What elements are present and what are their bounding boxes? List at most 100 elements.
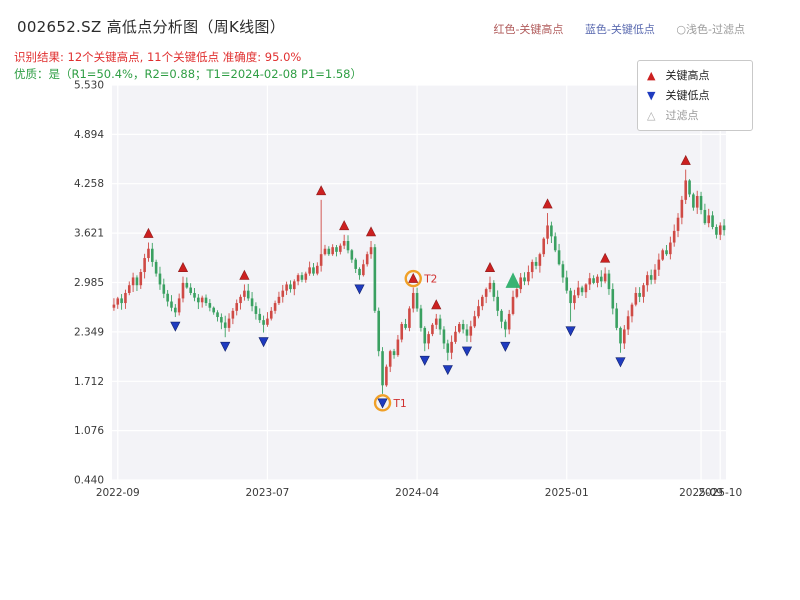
candle-body [588,278,592,285]
y-tick-label: 5.530 [74,80,104,92]
x-tick-label: 2025-09 [679,487,723,499]
candle-body [634,292,638,305]
y-tick-label: 2.349 [74,326,104,338]
key-high-marker [542,198,553,209]
candle-body [427,334,430,344]
y-tick-label: 1.712 [74,376,104,388]
candle-body [569,290,572,304]
candle-body [711,215,714,228]
candle-body [715,227,718,235]
candle-body [246,290,250,299]
candle-body [484,289,488,297]
candle-body [208,303,212,308]
candle-body [381,351,384,386]
candle-body [672,230,676,243]
quality-text: 优质：是（R1=50.4%，R2=0.88；T1=2024-02-08 P1=1… [14,67,362,81]
x-tick-label: 2023-07 [245,487,289,499]
candle-body [454,331,457,342]
candle-body [396,339,400,356]
candle-body [511,296,515,314]
candle-body [446,343,450,353]
candle-body [342,240,346,246]
candle-body [565,277,569,291]
key-high-marker [484,262,496,272]
y-tick-label: 4.258 [74,178,104,190]
candle-body [688,180,691,195]
key-high-marker [680,154,691,165]
candle-body [607,273,611,290]
candle-body [316,265,319,274]
key-low-marker [354,284,365,295]
annotation-circle [404,269,422,288]
candle-body [657,259,661,270]
candle-body [216,312,219,318]
candle-body [354,259,357,269]
candle-body [703,209,707,224]
candle-body [269,310,273,319]
key-low-marker [170,321,181,332]
candle-body [300,275,304,280]
candle-body [507,313,511,330]
candle-body [400,324,404,340]
candle-body [530,261,534,273]
candle-body [335,247,338,252]
candle-body [646,275,649,286]
key-high-marker [316,185,327,196]
result-text: 识别结果: 12个关键高点, 11个关键低点 准确度: 95.0% [14,50,302,64]
candle-body [139,272,143,286]
candle-body [331,247,334,255]
top-legend: 红色-关键高点 蓝色-关键低点 ○浅色-过滤点 [475,21,745,37]
candle-body [442,329,446,344]
candle-body [638,292,641,297]
candle-body [292,281,296,290]
candle-body [408,308,411,328]
candle-body [174,307,177,313]
candle-body [266,318,269,325]
candle-body [143,258,146,273]
candle-body [243,290,246,297]
candle-body [642,285,645,297]
candle-body [388,351,392,367]
candle-body [127,285,131,293]
legend-item-label: 关键低点 [665,88,710,102]
candle-body [611,289,615,309]
key-high-marker [339,220,350,231]
candle-body [523,277,526,282]
candle-body [392,351,396,356]
y-tick-label: 2.985 [74,277,104,289]
candle-body [250,298,254,307]
key-high-marker [365,226,377,237]
key-high-marker [177,262,189,272]
candle-body [239,296,242,304]
candle-body [212,307,215,313]
filtered-triangle-icon: △ [647,108,656,122]
candle-body [684,180,688,200]
candle-body [504,321,507,330]
candle-body [227,318,231,328]
candle-body [231,310,235,319]
candle-body [369,247,373,255]
candle-body [185,282,189,288]
candle-body [538,254,542,266]
y-tick-label: 0.440 [74,475,104,487]
candle-body [481,296,484,307]
candle-body [492,282,496,297]
plot-legend: ▲ 关键高点 ▼ 关键低点 △ 过滤点 [637,60,753,132]
legend-item-filtered: △ 过滤点 [647,106,743,126]
candle-body [473,316,476,327]
candle-body [592,278,595,283]
candle-body [193,292,196,298]
candle-body [461,324,465,330]
key-low-triangle-icon: ▼ [647,88,656,102]
candle-body [619,327,622,344]
candle-body [135,277,139,286]
candle-body [296,275,300,282]
filtered-marker [505,272,521,288]
key-high-marker [143,227,154,238]
candle-body [653,269,657,280]
candle-body [576,287,580,296]
candle-body [285,284,288,291]
candle-body [197,297,200,303]
candle-body [699,195,703,210]
legend-item-key-high: ▲ 关键高点 [647,66,743,86]
